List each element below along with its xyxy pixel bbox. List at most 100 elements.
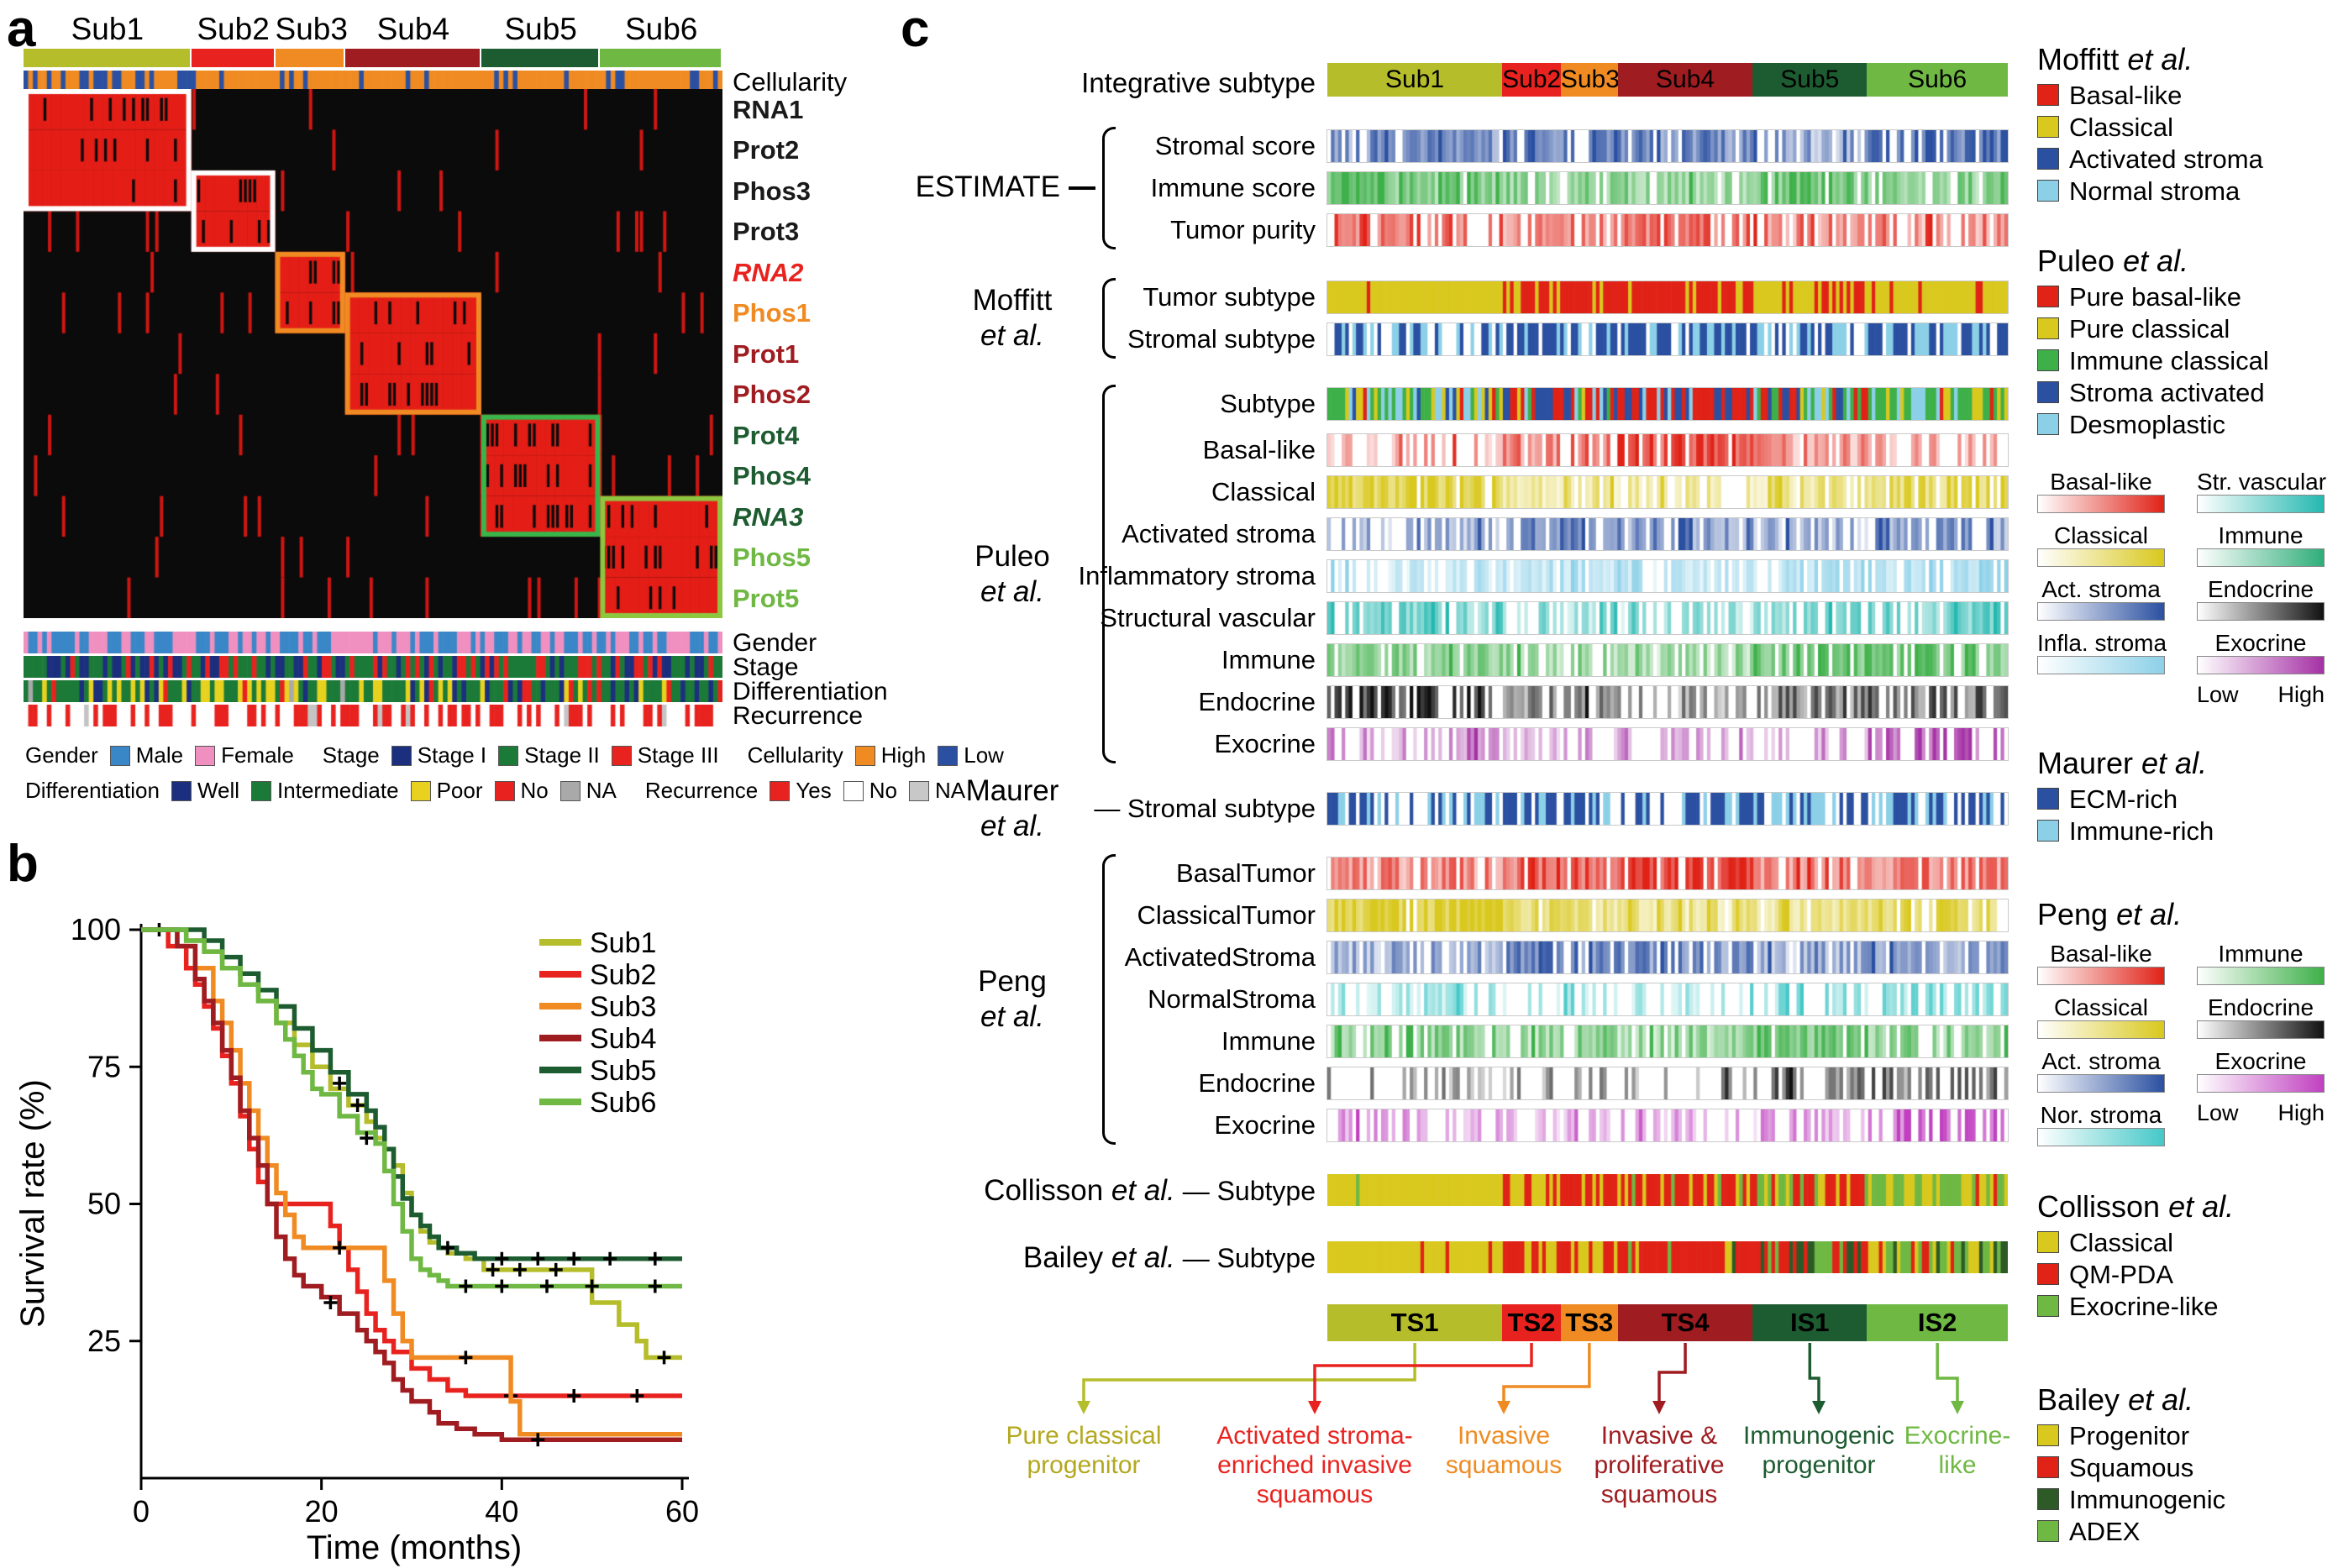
track-label-activated-stroma-8: Activated stroma xyxy=(1122,519,1316,548)
annotation-line: Invasive xyxy=(1457,1422,1551,1450)
annotation-line: squamous xyxy=(1445,1451,1563,1479)
group-name-moffitt: Moffitt xyxy=(972,284,1053,317)
y-tick-label: 75 xyxy=(87,1049,121,1083)
x-tick-label: 40 xyxy=(485,1494,518,1529)
group-etal-maurer: et al. xyxy=(980,810,1044,842)
row-joiner-collisson: — xyxy=(1174,1176,1217,1206)
subtype-bar-segment-sub5 xyxy=(481,49,599,67)
group-label-puleo: Puleo et al. xyxy=(939,539,1085,610)
legend-swatch-no xyxy=(494,780,515,801)
legend-item-label-na: NA xyxy=(934,778,966,803)
track-label-endocrine-12: Endocrine xyxy=(1198,687,1316,716)
legend-item-label-na: NA xyxy=(586,778,617,803)
legend-title-etal-maurer: et al. xyxy=(2141,746,2208,780)
legend-title-name-peng: Peng xyxy=(2037,897,2117,931)
legend-swatch-intermediate xyxy=(251,780,272,801)
survival-curve-sub4 xyxy=(141,927,682,1443)
track-endocrine-20 xyxy=(1326,1067,2009,1100)
track-stromal-score-0 xyxy=(1326,129,2009,163)
gradient-label-classical: Classical xyxy=(2053,994,2149,1020)
x-axis-title: Time (months) xyxy=(307,1529,522,1566)
gradient-bar-act-stroma xyxy=(2037,602,2165,621)
legend-group-title-gender: Gender xyxy=(25,742,98,768)
track-immune-19 xyxy=(1326,1025,2009,1058)
legend-swatch-classical xyxy=(2037,116,2059,138)
legend-item-label-desmoplastic: Desmoplastic xyxy=(2069,410,2226,439)
legend-swatch-squamous xyxy=(2037,1456,2059,1478)
track-label-inflammatory-stroma-9: Inflammatory stroma xyxy=(1078,561,1316,590)
y-tick-label: 25 xyxy=(87,1324,121,1358)
legend-swatch-poor xyxy=(410,780,431,801)
legend-item-label-poor: Poor xyxy=(436,778,483,803)
ts-bar-label-is2: IS2 xyxy=(1917,1308,1957,1337)
legend-title-etal-peng: et al. xyxy=(2116,897,2183,931)
censor-mark xyxy=(648,1251,662,1266)
integrative-bar-label-sub1: Sub1 xyxy=(1385,66,1445,93)
censor-mark xyxy=(567,1251,581,1266)
annotation-arrowhead-3 xyxy=(1497,1401,1510,1414)
legend-item-label-adex: ADEX xyxy=(2069,1517,2141,1546)
legend-title-peng: Peng et al. xyxy=(2037,897,2182,932)
annotation-arrowhead-6 xyxy=(1951,1401,1964,1414)
ts-bar-label-ts3: TS3 xyxy=(1565,1308,1614,1337)
legend-item-label-stage-iii: Stage III xyxy=(637,742,719,768)
legend-swatch-immunogenic xyxy=(2037,1488,2059,1510)
track-label-stromal-subtype-4: Stromal subtype xyxy=(1127,324,1316,354)
annotation-arrows xyxy=(1077,1343,1964,1414)
track-stromal-subtype-14 xyxy=(1326,792,2009,826)
legend-label-sub3: Sub3 xyxy=(590,991,656,1023)
legend-item-label-immunogenic: Immunogenic xyxy=(2069,1485,2226,1514)
subtype-bar-segment-sub4 xyxy=(344,49,480,67)
gradient-label-basal-like: Basal-like xyxy=(2050,469,2152,495)
censor-mark xyxy=(540,1279,554,1293)
y-axis-title: Survival rate (%) xyxy=(14,1079,51,1328)
clinical-legend-row-2: Differentiation Well Intermediate Poor No NA R… xyxy=(25,778,965,804)
censor-mark xyxy=(603,1251,617,1266)
censor-mark xyxy=(495,1251,509,1266)
annotation-line: like xyxy=(1938,1451,1977,1479)
group-bracket-estimate xyxy=(1102,127,1116,249)
heatmap-row-label-phos1: Phos1 xyxy=(733,298,812,328)
ts-bar-segment-is1 xyxy=(1752,1304,1868,1341)
censor-mark xyxy=(333,1076,347,1090)
legend-swatch-desmoplastic xyxy=(2037,413,2059,435)
legend-title-collisson: Collisson et al. xyxy=(2037,1189,2234,1225)
legend-group-title-differentiation: Differentiation xyxy=(25,778,160,803)
row-name-bailey: Bailey xyxy=(1022,1241,1111,1274)
heatmap-row-label-phos2: Phos2 xyxy=(733,380,812,410)
gradient-scale-extremes: Low High xyxy=(2197,1100,2325,1126)
legend-item-label-normal-stroma: Normal stroma xyxy=(2069,176,2241,206)
censor-mark xyxy=(549,1262,563,1277)
track-normalstroma-18 xyxy=(1326,983,2009,1016)
legend-group-title-recurrence: Recurrence xyxy=(644,778,759,803)
clinical-track-stage xyxy=(24,656,722,678)
subtype-column-label-sub5: Sub5 xyxy=(504,12,577,46)
subtype-bar-segment-sub2 xyxy=(191,49,274,67)
censor-mark xyxy=(360,1131,374,1146)
annotation-line: enriched invasive xyxy=(1217,1451,1412,1479)
annotation-line: progenitor xyxy=(1027,1451,1141,1479)
censor-mark xyxy=(531,1433,545,1447)
ts-bar-label-ts1: TS1 xyxy=(1390,1308,1439,1337)
ts-bar-label-is1: IS1 xyxy=(1790,1308,1830,1337)
ts-bar-segment-ts1 xyxy=(1327,1304,1503,1341)
gradient-label-act-stroma: Act. stroma xyxy=(2041,1048,2161,1074)
integrative-bar-segment-sub3 xyxy=(1560,63,1618,97)
ts-bar-segment-ts3 xyxy=(1560,1304,1618,1341)
group-bracket-peng xyxy=(1102,854,1116,1145)
track-label-classicaltumor-16: ClassicalTumor xyxy=(1137,900,1316,930)
annotation-label-4: Invasive & proliferative squamous xyxy=(1525,1421,1794,1509)
legend-label-sub6: Sub6 xyxy=(590,1087,656,1119)
track-structural-vascular-10 xyxy=(1326,601,2009,635)
track-immune-score-1 xyxy=(1326,171,2009,205)
annotation-line: progenitor xyxy=(1762,1451,1876,1479)
gradient-label-immune: Immune xyxy=(2218,522,2304,548)
row-joiner-bailey: — xyxy=(1174,1243,1217,1273)
group-bracket-puleo xyxy=(1102,385,1116,763)
y-tick-label: 100 xyxy=(71,912,121,947)
track-label-stromal-subtype-14: — Stromal subtype xyxy=(1094,794,1316,823)
heatmap-row-label-prot2: Prot2 xyxy=(733,135,800,165)
gradient-label-endocrine: Endocrine xyxy=(2207,576,2314,602)
legend-swatch-immune-rich xyxy=(2037,820,2059,842)
